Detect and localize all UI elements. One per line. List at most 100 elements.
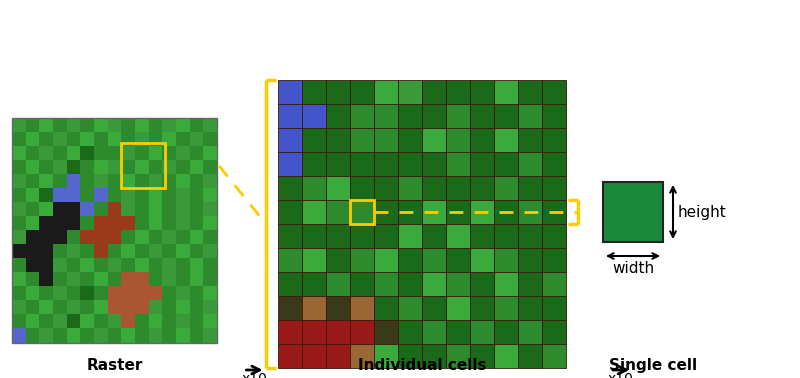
Bar bbox=[350, 128, 374, 152]
Bar bbox=[470, 296, 494, 320]
Bar bbox=[53, 160, 67, 174]
Bar bbox=[12, 244, 26, 259]
Bar bbox=[203, 328, 218, 343]
Bar bbox=[26, 314, 40, 329]
Bar bbox=[278, 176, 302, 200]
Bar bbox=[278, 104, 302, 128]
Bar bbox=[190, 146, 204, 160]
Bar bbox=[518, 152, 542, 176]
Bar bbox=[542, 320, 566, 344]
Bar bbox=[203, 216, 218, 231]
Bar bbox=[12, 174, 26, 188]
Bar bbox=[326, 248, 350, 272]
Bar bbox=[176, 300, 190, 315]
Bar bbox=[190, 244, 204, 259]
Bar bbox=[470, 248, 494, 272]
Bar bbox=[162, 146, 177, 160]
Bar bbox=[94, 174, 108, 188]
Bar bbox=[278, 152, 302, 176]
Bar bbox=[278, 248, 302, 272]
Bar bbox=[518, 128, 542, 152]
Bar bbox=[12, 286, 26, 301]
Bar bbox=[203, 188, 218, 202]
Bar bbox=[80, 244, 94, 259]
Bar bbox=[374, 200, 398, 224]
Bar bbox=[470, 104, 494, 128]
Bar bbox=[494, 296, 518, 320]
Bar bbox=[422, 248, 446, 272]
Bar bbox=[302, 176, 326, 200]
Bar bbox=[66, 216, 81, 231]
Bar bbox=[12, 272, 26, 287]
Bar bbox=[176, 230, 190, 245]
Bar bbox=[494, 80, 518, 104]
Bar bbox=[176, 328, 190, 343]
Bar bbox=[176, 174, 190, 188]
Bar bbox=[162, 174, 177, 188]
Bar bbox=[108, 174, 122, 188]
Bar bbox=[80, 118, 94, 132]
Bar bbox=[12, 118, 217, 343]
Bar bbox=[422, 272, 446, 296]
Bar bbox=[135, 216, 149, 231]
Bar bbox=[108, 244, 122, 259]
Bar bbox=[26, 146, 40, 160]
Bar bbox=[190, 258, 204, 273]
Bar bbox=[108, 160, 122, 174]
Bar bbox=[302, 152, 326, 176]
Bar bbox=[203, 314, 218, 329]
Bar bbox=[374, 272, 398, 296]
Bar bbox=[326, 152, 350, 176]
Text: Raster: Raster bbox=[86, 358, 142, 373]
Bar bbox=[108, 286, 122, 301]
Bar bbox=[518, 272, 542, 296]
Bar bbox=[94, 202, 108, 217]
Bar bbox=[494, 152, 518, 176]
Bar bbox=[80, 216, 94, 231]
Bar bbox=[350, 248, 374, 272]
Bar bbox=[53, 258, 67, 273]
Bar bbox=[494, 320, 518, 344]
Bar bbox=[122, 286, 135, 301]
Bar bbox=[66, 146, 81, 160]
Bar bbox=[350, 80, 374, 104]
Bar bbox=[278, 80, 302, 104]
Bar bbox=[26, 328, 40, 343]
Bar bbox=[190, 132, 204, 146]
Bar bbox=[494, 200, 518, 224]
Bar bbox=[398, 176, 422, 200]
Bar bbox=[80, 314, 94, 329]
Bar bbox=[446, 272, 470, 296]
Bar bbox=[108, 118, 122, 132]
Bar bbox=[122, 314, 135, 329]
Bar bbox=[66, 188, 81, 202]
Bar bbox=[26, 202, 40, 217]
Bar bbox=[542, 128, 566, 152]
Bar bbox=[190, 216, 204, 231]
Bar bbox=[66, 118, 81, 132]
Bar bbox=[80, 188, 94, 202]
Bar bbox=[80, 160, 94, 174]
Bar bbox=[12, 328, 26, 343]
Bar bbox=[446, 200, 470, 224]
Bar bbox=[122, 188, 135, 202]
Bar bbox=[326, 128, 350, 152]
Bar bbox=[94, 216, 108, 231]
Bar bbox=[149, 300, 163, 315]
Text: Single cell: Single cell bbox=[609, 358, 697, 373]
Bar bbox=[149, 160, 163, 174]
Bar bbox=[135, 132, 149, 146]
Bar bbox=[80, 272, 94, 287]
Bar bbox=[162, 118, 177, 132]
Bar bbox=[203, 272, 218, 287]
Bar bbox=[374, 176, 398, 200]
Bar bbox=[135, 230, 149, 245]
Bar bbox=[94, 132, 108, 146]
Bar bbox=[494, 176, 518, 200]
Bar bbox=[94, 300, 108, 315]
Bar bbox=[494, 248, 518, 272]
Bar bbox=[374, 104, 398, 128]
Bar bbox=[66, 202, 81, 217]
Bar bbox=[94, 160, 108, 174]
Bar bbox=[39, 188, 54, 202]
